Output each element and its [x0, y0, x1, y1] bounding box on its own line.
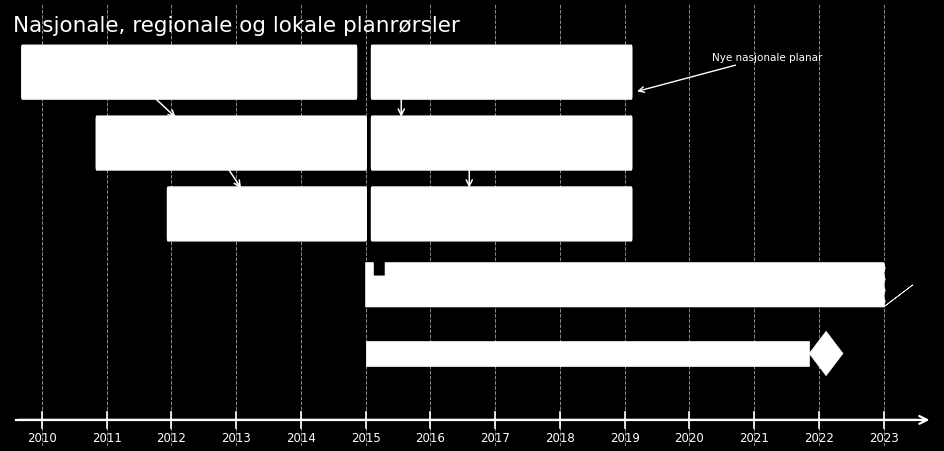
Text: 2020: 2020 [674, 431, 703, 444]
Text: 2011: 2011 [92, 431, 122, 444]
Text: 2018: 2018 [545, 431, 574, 444]
Text: 2016: 2016 [415, 431, 445, 444]
Text: Nye nasjonale planar: Nye nasjonale planar [638, 53, 821, 93]
Polygon shape [365, 263, 912, 307]
Polygon shape [365, 341, 808, 366]
Text: 2023: 2023 [868, 431, 898, 444]
FancyBboxPatch shape [371, 46, 631, 100]
Text: 2022: 2022 [803, 431, 833, 444]
FancyBboxPatch shape [167, 188, 365, 241]
FancyBboxPatch shape [22, 46, 356, 100]
Text: 2010: 2010 [27, 431, 57, 444]
Text: 2013: 2013 [221, 431, 251, 444]
Text: 2012: 2012 [157, 431, 186, 444]
Text: 2021: 2021 [738, 431, 768, 444]
FancyBboxPatch shape [96, 117, 365, 170]
FancyBboxPatch shape [371, 117, 631, 170]
Text: Nasjonale, regionale og lokale planrørsler: Nasjonale, regionale og lokale planrørsl… [12, 15, 459, 36]
Text: 2014: 2014 [286, 431, 315, 444]
Text: 2019: 2019 [609, 431, 639, 444]
Polygon shape [808, 331, 842, 376]
FancyBboxPatch shape [371, 188, 631, 241]
Text: 2015: 2015 [350, 431, 380, 444]
Text: 2017: 2017 [480, 431, 510, 444]
